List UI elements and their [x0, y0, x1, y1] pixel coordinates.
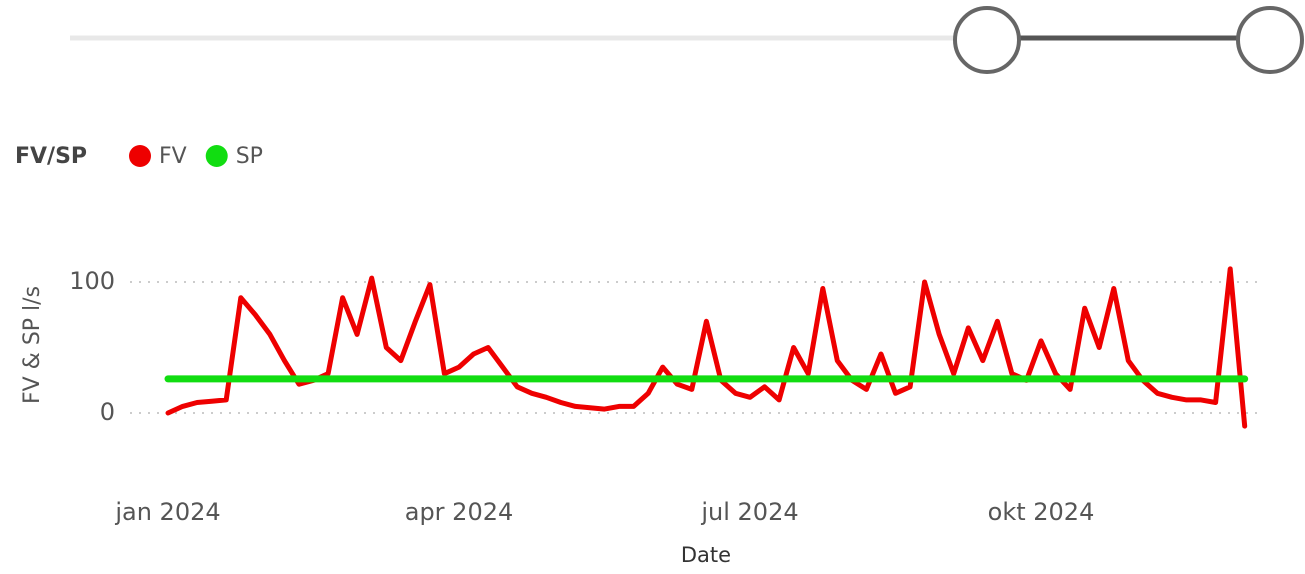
- x-tick-label: okt 2024: [988, 498, 1095, 526]
- y-tick-label: 100: [69, 267, 115, 295]
- x-tick-label: jul 2024: [700, 498, 798, 526]
- range-slider[interactable]: [70, 6, 1304, 74]
- legend-marker: [205, 145, 228, 167]
- slider-handle[interactable]: [953, 6, 1021, 74]
- legend-marker: [129, 145, 151, 167]
- legend-label: FV: [159, 144, 187, 169]
- legend-title: FV/SP: [15, 144, 87, 169]
- x-axis-title: Date: [681, 543, 731, 567]
- slider-handle[interactable]: [1236, 6, 1304, 74]
- legend-label: SP: [236, 144, 263, 169]
- series-line: [165, 266, 1248, 429]
- x-tick-label: apr 2024: [405, 498, 514, 526]
- y-tick-label: 0: [100, 398, 115, 426]
- x-tick-label: jan 2024: [114, 498, 220, 526]
- legend: FV SP: [129, 144, 263, 169]
- y-axis-title: FV & SP l/s: [20, 286, 45, 404]
